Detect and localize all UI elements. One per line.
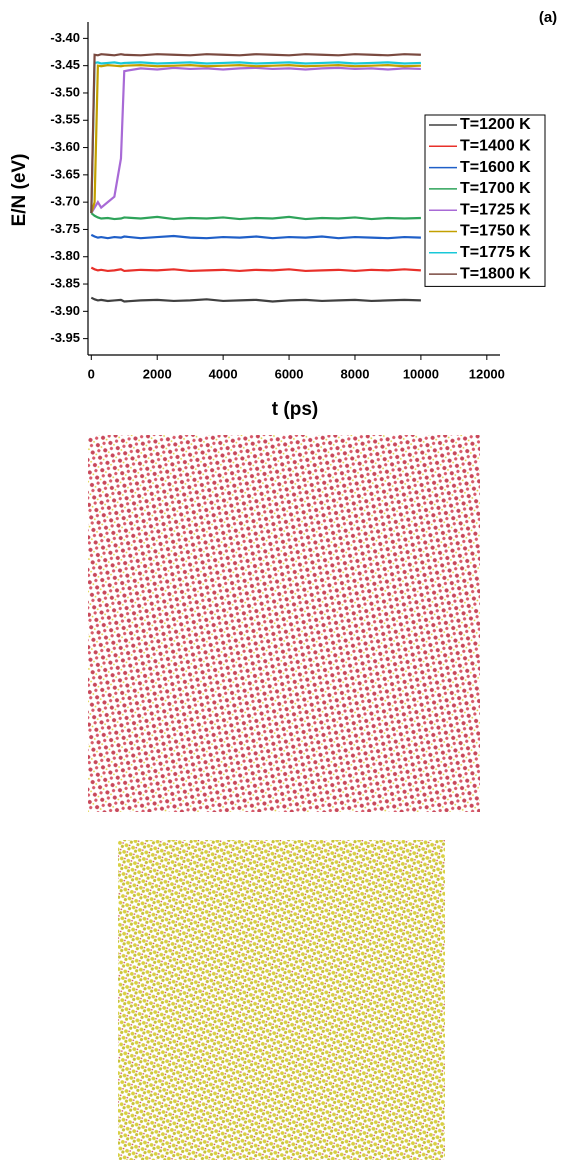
y-tick-label: -3.60 (50, 139, 80, 154)
y-tick-label: -3.50 (50, 84, 80, 99)
y-tick-label: -3.85 (50, 275, 80, 290)
y-tick-label: -3.90 (50, 303, 80, 318)
y-tick-label: -3.75 (50, 221, 80, 236)
liquid-snapshot (118, 840, 445, 1160)
series-line (90, 266, 421, 273)
series-line (90, 233, 421, 240)
x-tick-label: 4000 (209, 366, 238, 381)
x-axis-label: t (ps) (272, 399, 318, 420)
series-line (90, 296, 421, 303)
y-tick-label: -3.80 (50, 248, 80, 263)
y-tick-label: -3.65 (50, 166, 80, 181)
y-tick-label: -3.40 (50, 30, 80, 45)
panel-label: (a) (539, 9, 557, 26)
x-tick-label: 2000 (143, 366, 172, 381)
legend-label: T=1200 K (460, 116, 531, 133)
legend-label: T=1600 K (460, 159, 531, 176)
legend-label: T=1700 K (460, 180, 531, 197)
series-line (90, 64, 421, 214)
x-tick-label: 6000 (275, 366, 304, 381)
x-tick-label: 8000 (341, 366, 370, 381)
y-tick-label: -3.70 (50, 194, 80, 209)
legend-label: T=1750 K (460, 223, 531, 240)
y-axis-label: E/N (eV) (9, 154, 30, 227)
series-line (90, 66, 421, 214)
x-tick-label: 12000 (469, 366, 505, 381)
legend-box (424, 114, 546, 287)
y-tick-label: -3.55 (50, 112, 80, 127)
x-tick-label: 10000 (403, 366, 439, 381)
y-tick-label: -3.45 (50, 57, 80, 72)
crystal-snapshot (88, 435, 480, 812)
legend-label: T=1725 K (460, 201, 531, 218)
y-tick-label: -3.95 (50, 330, 80, 345)
legend-label: T=1400 K (460, 138, 531, 155)
legend-label: T=1775 K (460, 244, 531, 261)
x-tick-label: 0 (88, 366, 95, 381)
series-line (90, 212, 421, 221)
series-line (90, 61, 421, 214)
chart: (a) t (ps) E/N (eV) -3.40 -3.45 -3.50 -3.55… (9, 9, 557, 420)
series-line (90, 53, 421, 214)
legend-label: T=1800 K (460, 265, 531, 282)
